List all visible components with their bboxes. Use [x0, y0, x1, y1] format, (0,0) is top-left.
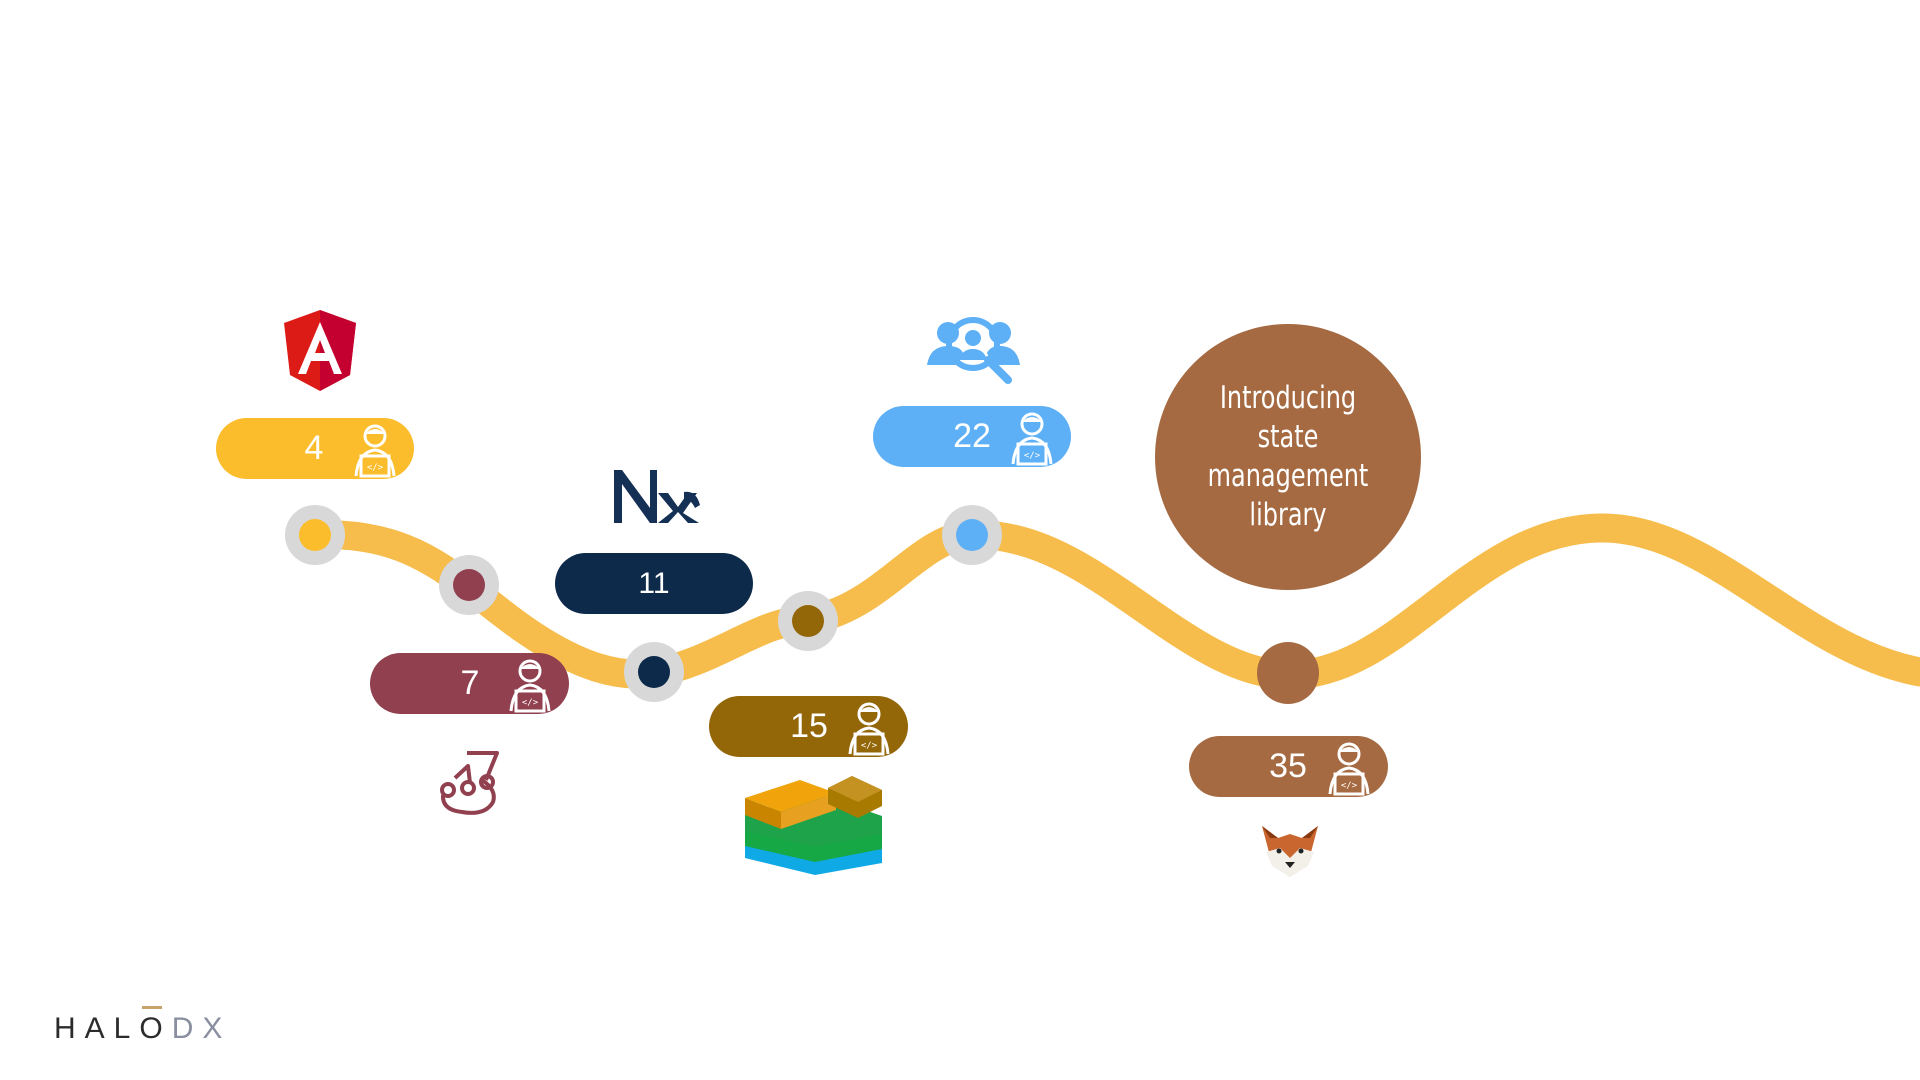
angular-logo-icon: [284, 310, 356, 391]
milestone-pill-research: 22: [873, 406, 1071, 467]
brand-logo: HAL ODX: [54, 1006, 232, 1052]
milestone-count: 15: [790, 707, 828, 745]
milestone-count: 4: [304, 429, 324, 467]
akita-dog-icon: [1262, 826, 1318, 877]
brand-text-dx: DX: [171, 1012, 232, 1045]
milestone-pill-angular: 4: [216, 418, 414, 479]
timeline-node-jest: [439, 555, 499, 615]
user-research-icon: [927, 317, 1020, 384]
timeline-node-akita: [1257, 642, 1319, 704]
developer-icon: [1011, 412, 1053, 466]
milestone-count: 35: [1269, 747, 1307, 785]
milestone-pill-jest: 7: [370, 653, 569, 714]
callout-bubble: Introducing state management library: [1155, 324, 1421, 590]
milestone-pill-nx: 11: [555, 553, 753, 614]
timeline-node-research: [942, 505, 1002, 565]
developer-icon: [354, 424, 396, 478]
milestone-count: 22: [953, 417, 991, 455]
nx-logo-icon: [614, 470, 700, 523]
developer-icon: [848, 702, 890, 756]
milestone-count: 11: [638, 567, 670, 600]
timeline-node-stack: [778, 591, 838, 651]
milestone-pill-akita: 35: [1189, 736, 1388, 797]
developer-icon: [509, 659, 551, 713]
milestone-pill-stack: 15: [709, 696, 908, 757]
brand-text-o: O: [139, 1012, 172, 1045]
timeline-node-nx: [624, 642, 684, 702]
layered-stack-icon: [745, 776, 882, 875]
milestone-count: 7: [460, 664, 480, 702]
jest-logo-icon: [440, 751, 499, 815]
callout-text: Introducing state management library: [1207, 380, 1369, 533]
brand-text-a: HAL: [54, 1012, 140, 1045]
timeline-node-angular: [285, 505, 345, 565]
developer-icon: [1328, 742, 1370, 796]
